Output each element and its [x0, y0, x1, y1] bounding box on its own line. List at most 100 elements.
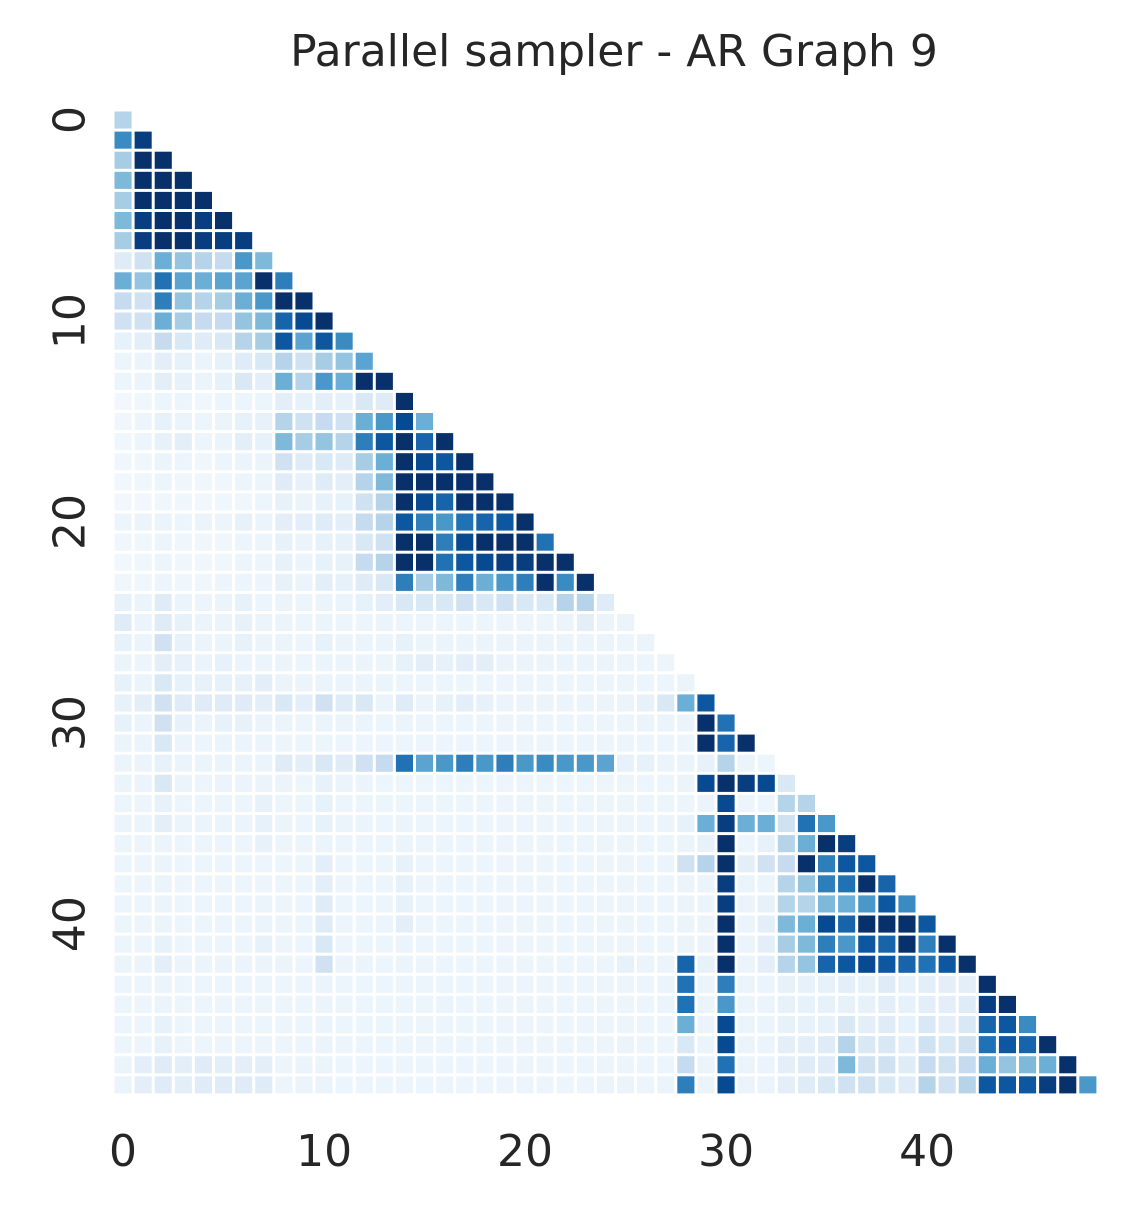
heatmap-cell-r33-c27: [657, 774, 675, 792]
heatmap-cell-r39-c18: [476, 895, 494, 913]
heatmap-cell-r10-c8: [275, 312, 293, 330]
x-tick-label-40: 40: [899, 1126, 955, 1177]
heatmap-cell-r40-c11: [335, 915, 353, 933]
heatmap-cell-r48-c0: [114, 1076, 132, 1094]
heatmap-cell-r11-c5: [215, 332, 233, 350]
heatmap-cell-r36-c33: [777, 835, 795, 853]
heatmap-cell-r32-c16: [436, 754, 454, 772]
heatmap-cell-r32-c7: [255, 754, 273, 772]
heatmap-cell-r46-c13: [375, 1036, 393, 1054]
heatmap-cell-r13-c0: [114, 372, 132, 390]
heatmap-cell-r39-c31: [737, 895, 755, 913]
heatmap-cell-r15-c0: [114, 413, 132, 431]
heatmap-cell-r44-c31: [737, 995, 755, 1013]
heatmap-cell-r42-c3: [174, 955, 192, 973]
heatmap-cell-r23-c23: [576, 573, 594, 591]
heatmap-cell-r47-c19: [496, 1056, 514, 1074]
heatmap-cell-r34-c17: [456, 794, 474, 812]
heatmap-cell-r39-c25: [617, 895, 635, 913]
heatmap-cell-r39-c9: [295, 895, 313, 913]
heatmap-cell-r48-c13: [375, 1076, 393, 1094]
heatmap-cell-r26-c3: [174, 634, 192, 652]
heatmap-cell-r37-c2: [154, 855, 172, 873]
heatmap-cell-r22-c19: [496, 553, 514, 571]
heatmap-cell-r39-c16: [436, 895, 454, 913]
heatmap-cell-r35-c4: [194, 815, 212, 833]
heatmap-cell-r19-c2: [154, 493, 172, 511]
heatmap-cell-r42-c36: [838, 955, 856, 973]
heatmap-cell-r18-c4: [194, 473, 212, 491]
heatmap-cell-r45-c14: [395, 1016, 413, 1034]
heatmap-cell-r25-c16: [436, 614, 454, 632]
heatmap-cell-r37-c1: [134, 855, 152, 873]
heatmap-cell-r48-c33: [777, 1076, 795, 1094]
heatmap-cell-r21-c1: [134, 533, 152, 551]
heatmap-cell-r31-c19: [496, 734, 514, 752]
heatmap-cell-r43-c17: [456, 975, 474, 993]
heatmap-cell-r25-c4: [194, 614, 212, 632]
heatmap-cell-r43-c29: [697, 975, 715, 993]
heatmap-cell-r34-c28: [677, 794, 695, 812]
heatmap-cell-r17-c1: [134, 453, 152, 471]
heatmap-cell-r33-c7: [255, 774, 273, 792]
heatmap-cell-r47-c27: [657, 1056, 675, 1074]
heatmap-cell-r16-c0: [114, 433, 132, 451]
heatmap-cell-r43-c16: [436, 975, 454, 993]
heatmap-cell-r36-c2: [154, 835, 172, 853]
heatmap-cell-r26-c16: [436, 634, 454, 652]
heatmap-cell-r23-c12: [355, 573, 373, 591]
heatmap-cell-r28-c1: [134, 674, 152, 692]
heatmap-cell-r31-c29: [697, 734, 715, 752]
heatmap-cell-r38-c21: [536, 875, 554, 893]
heatmap-cell-r47-c12: [355, 1056, 373, 1074]
heatmap-cell-r43-c28: [677, 975, 695, 993]
heatmap-cell-r40-c2: [154, 915, 172, 933]
heatmap-cell-r18-c12: [355, 473, 373, 491]
heatmap-cell-r47-c13: [375, 1056, 393, 1074]
heatmap-cell-r47-c45: [1019, 1056, 1037, 1074]
heatmap-cell-r11-c2: [154, 332, 172, 350]
heatmap-cell-r37-c34: [797, 855, 815, 873]
heatmap-cell-r35-c13: [375, 815, 393, 833]
heatmap-cell-r46-c18: [476, 1036, 494, 1054]
heatmap-cell-r47-c3: [174, 1056, 192, 1074]
heatmap-cell-r43-c15: [416, 975, 434, 993]
heatmap-cell-r40-c8: [275, 915, 293, 933]
heatmap-cell-r34-c13: [375, 794, 393, 812]
heatmap-cell-r38-c30: [717, 875, 735, 893]
heatmap-cell-r39-c36: [838, 895, 856, 913]
heatmap-cell-r16-c11: [335, 433, 353, 451]
heatmap-cell-r47-c35: [818, 1056, 836, 1074]
heatmap-cell-r43-c33: [777, 975, 795, 993]
heatmap-cell-r40-c18: [476, 915, 494, 933]
heatmap-cell-r25-c1: [134, 614, 152, 632]
heatmap-cell-r13-c10: [315, 372, 333, 390]
x-axis-ticks: 0 10 20 30 40: [109, 1126, 955, 1177]
heatmap-cell-r40-c25: [617, 915, 635, 933]
heatmap-cell-r48-c32: [757, 1076, 775, 1094]
heatmap-cell-r42-c17: [456, 955, 474, 973]
heatmap-cell-r32-c1: [134, 754, 152, 772]
heatmap-cell-r46-c14: [395, 1036, 413, 1054]
heatmap-cell-r48-c11: [335, 1076, 353, 1094]
heatmap-cell-r1-c1: [134, 131, 152, 149]
heatmap-cell-r21-c9: [295, 533, 313, 551]
heatmap-cell-r30-c24: [596, 714, 614, 732]
heatmap-cell-r16-c14: [395, 433, 413, 451]
heatmap-cell-r33-c25: [617, 774, 635, 792]
heatmap-cell-r30-c8: [275, 714, 293, 732]
heatmap-cell-r21-c13: [375, 533, 393, 551]
heatmap-cell-r42-c26: [637, 955, 655, 973]
heatmap-cell-r17-c15: [416, 453, 434, 471]
heatmap-cell-r37-c4: [194, 855, 212, 873]
heatmap-cell-r45-c2: [154, 1016, 172, 1034]
heatmap-cell-r43-c30: [717, 975, 735, 993]
heatmap-cell-r15-c11: [335, 413, 353, 431]
heatmap-cell-r48-c16: [436, 1076, 454, 1094]
heatmap-cell-r14-c14: [395, 392, 413, 410]
heatmap-cell-r36-c23: [576, 835, 594, 853]
heatmap-cell-r45-c28: [677, 1016, 695, 1034]
heatmap-cell-r35-c18: [476, 815, 494, 833]
heatmap-cell-r28-c11: [335, 674, 353, 692]
heatmap-cell-r42-c11: [335, 955, 353, 973]
